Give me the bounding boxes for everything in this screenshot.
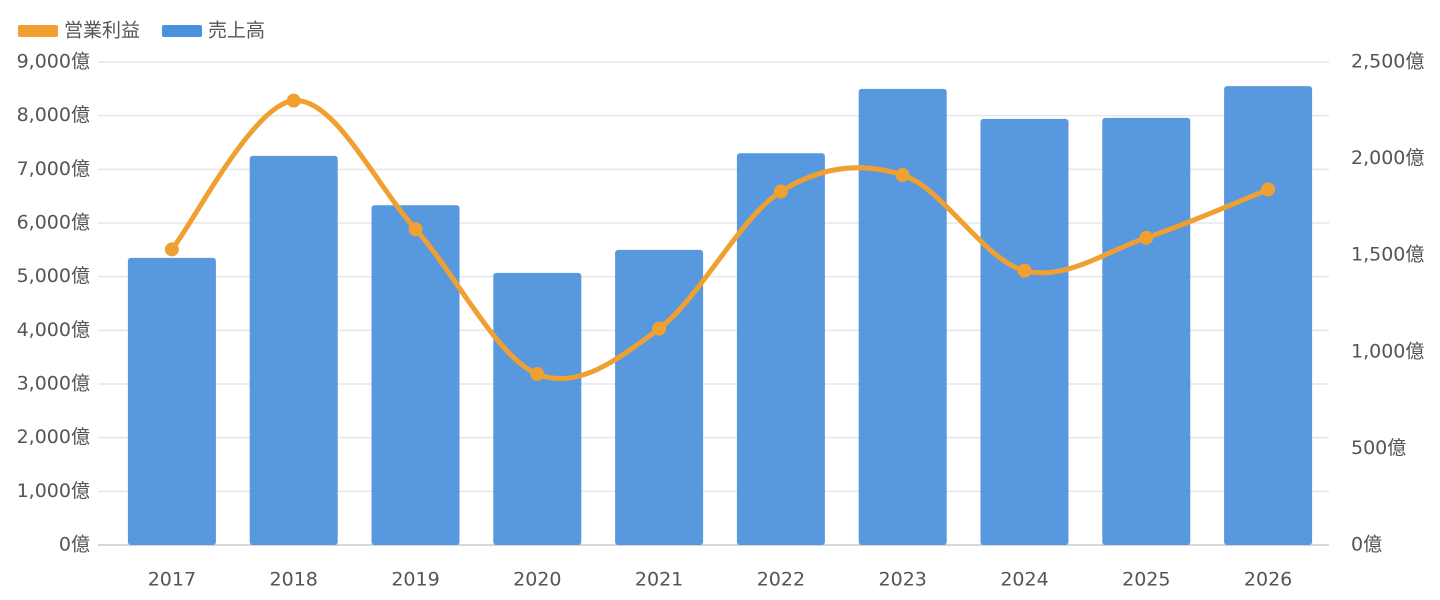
bar	[615, 249, 704, 546]
point	[1139, 230, 1154, 245]
legend-label: 営業利益	[64, 20, 140, 42]
y-tick-label: 4,000億	[17, 319, 90, 341]
bar	[371, 205, 460, 546]
y-tick-label: 2,000億	[17, 426, 90, 448]
x-tick-label: 2019	[391, 569, 439, 591]
y-tick-label: 3,000億	[17, 373, 90, 395]
y2-tick-label: 500億	[1351, 437, 1406, 459]
y2-tick-label: 2,000億	[1351, 147, 1424, 169]
y2-tick-label: 1,500億	[1351, 244, 1424, 266]
x-tick-label: 2018	[270, 569, 318, 591]
line	[169, 98, 1270, 381]
legend-swatch	[162, 25, 203, 37]
y-tick-label: 8,000億	[17, 104, 90, 126]
bar	[736, 153, 825, 545]
point	[408, 222, 423, 237]
bar	[1224, 86, 1313, 546]
legend-label: 売上高	[208, 20, 265, 42]
x-tick-label: 2021	[635, 569, 683, 591]
bar	[980, 118, 1069, 546]
y2-tick-label: 0億	[1351, 534, 1382, 556]
point	[530, 367, 545, 382]
y-tick-label: 1,000億	[17, 480, 90, 502]
point	[652, 321, 667, 336]
y2-tick-label: 1,000億	[1351, 340, 1424, 362]
x-tick-label: 2023	[879, 569, 927, 591]
y-tick-label: 6,000億	[17, 212, 90, 234]
x-tick-label: 2025	[1122, 569, 1170, 591]
point	[773, 184, 788, 199]
point	[1017, 263, 1032, 278]
bar	[858, 88, 947, 545]
x-tick-label: 2022	[757, 569, 805, 591]
x-tick-label: 2024	[1000, 569, 1048, 591]
point	[1261, 182, 1276, 197]
y-tick-label: 5,000億	[17, 265, 90, 287]
legend-swatch	[18, 25, 58, 37]
point	[164, 242, 179, 257]
point	[286, 93, 301, 108]
bar	[493, 272, 582, 545]
bar	[127, 257, 216, 545]
point	[895, 168, 910, 183]
bar	[249, 155, 338, 545]
y2-tick-label: 2,500億	[1351, 51, 1424, 73]
y-tick-label: 0億	[59, 534, 90, 556]
y-tick-label: 7,000億	[17, 158, 90, 180]
x-tick-label: 2020	[513, 569, 561, 591]
bar	[1102, 117, 1191, 546]
x-tick-label: 2017	[148, 569, 196, 591]
x-tick-label: 2026	[1244, 569, 1292, 591]
y-tick-label: 9,000億	[17, 51, 90, 73]
